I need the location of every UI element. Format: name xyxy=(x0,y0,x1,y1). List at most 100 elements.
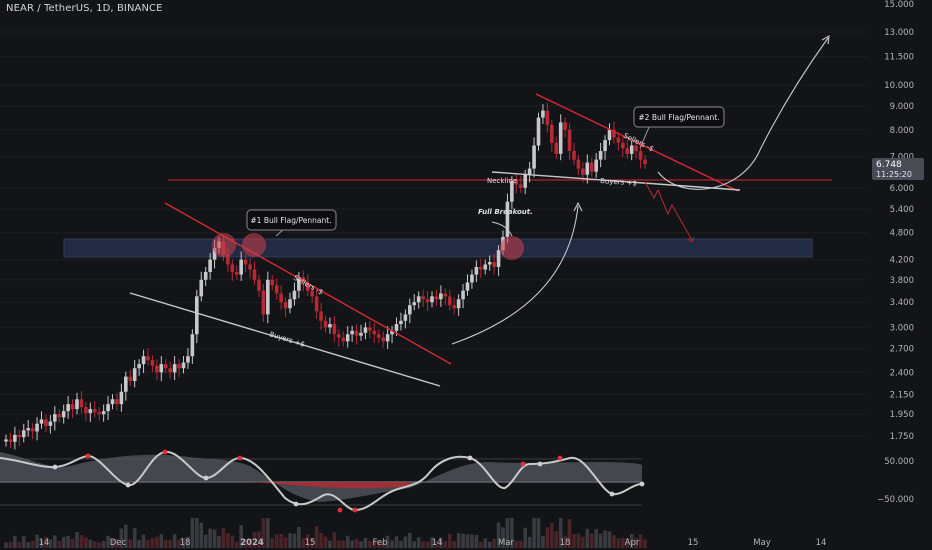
candle-body xyxy=(66,404,70,412)
candle-body xyxy=(376,334,381,338)
volume-bar xyxy=(168,539,172,548)
volume-bar xyxy=(634,537,638,548)
candle-body xyxy=(585,162,590,175)
volume-bar xyxy=(612,535,616,548)
volume-bar xyxy=(643,539,647,548)
price-tick-label: 7.000 xyxy=(890,153,914,163)
volume-bar xyxy=(30,540,35,548)
candle-body xyxy=(35,423,39,432)
volume-bar xyxy=(536,518,541,548)
candle-body xyxy=(345,334,350,342)
volume-bar xyxy=(390,540,394,548)
candle-body xyxy=(150,360,155,366)
volume-bar xyxy=(527,536,532,548)
volume-bar xyxy=(243,538,248,548)
candle-body xyxy=(443,293,448,297)
candles-layer xyxy=(4,102,647,450)
volume-bar xyxy=(523,527,527,548)
time-tick-label: Feb xyxy=(372,538,387,548)
volume-bar xyxy=(474,535,479,548)
candle-body xyxy=(106,404,110,412)
volume-bar xyxy=(554,531,559,548)
flag2-label: #2 Bull Flag/Pennant. xyxy=(638,113,719,122)
candle-body xyxy=(177,364,181,369)
candle-body xyxy=(75,399,79,410)
volume-bar xyxy=(385,535,390,548)
volume-bar xyxy=(416,537,421,548)
breakout-projection-curve xyxy=(451,205,579,345)
candle-body xyxy=(483,264,488,270)
volume-bar xyxy=(252,532,257,548)
volume-bar xyxy=(434,541,439,548)
volume-bar xyxy=(421,541,425,548)
candle-body xyxy=(252,269,257,280)
price-tick-label: 2.700 xyxy=(890,345,914,355)
volume-bar xyxy=(35,534,39,548)
candle-body xyxy=(612,129,616,138)
breakout-pointer-arrow xyxy=(491,221,513,237)
volume-bar xyxy=(190,518,195,548)
volume-bar xyxy=(341,540,346,548)
oscillator-dot-red xyxy=(520,461,526,467)
volume-bar xyxy=(234,541,239,548)
candle-body xyxy=(439,293,443,300)
volume-bar xyxy=(141,534,146,548)
oscillator-axis: 50.000 −50.000 xyxy=(877,457,914,505)
candle-body xyxy=(70,404,75,410)
candle-body xyxy=(124,376,128,392)
candle-body xyxy=(394,324,399,331)
price-tick-label: 15.000 xyxy=(884,0,914,10)
price-tick-label: 3.400 xyxy=(890,298,914,308)
volume-bar xyxy=(88,539,93,548)
volume-bar xyxy=(146,540,150,548)
volume-bar xyxy=(403,536,408,548)
volume-bar xyxy=(545,527,550,548)
time-tick-label: Apr xyxy=(625,538,640,548)
volume-bar xyxy=(230,535,235,548)
volume-bar xyxy=(354,538,359,548)
candle-body xyxy=(288,299,292,309)
candle-body xyxy=(550,124,554,143)
price-tick-label: 4.800 xyxy=(890,229,914,239)
target-projection-arrowhead xyxy=(821,34,830,45)
candle-body xyxy=(434,296,439,300)
candle-body xyxy=(190,334,195,357)
volume-bar xyxy=(430,537,434,548)
candle-body xyxy=(505,201,510,237)
candle-body xyxy=(337,334,341,338)
volume-bar xyxy=(4,542,8,548)
volume-bar xyxy=(226,532,230,548)
oscillator-dot-red xyxy=(352,507,358,513)
candle-body xyxy=(39,419,44,424)
candle-body xyxy=(447,296,452,306)
candle-body xyxy=(634,145,638,152)
volume-bar xyxy=(567,519,572,548)
candle-body xyxy=(532,145,536,169)
volume-bar xyxy=(57,541,62,548)
volume-bar xyxy=(97,542,101,548)
candle-body xyxy=(21,430,26,438)
candle-body xyxy=(616,137,621,143)
candle-body xyxy=(368,327,372,331)
candle-body xyxy=(181,362,186,369)
volume-bar xyxy=(598,533,603,548)
candle-body xyxy=(270,279,275,286)
candle-body xyxy=(141,356,146,365)
candle-body xyxy=(456,299,461,309)
candle-body xyxy=(319,311,323,321)
volume-bar xyxy=(248,538,252,548)
time-tick-label: 14 xyxy=(432,538,443,548)
time-axis: 14 Dec 18 2024 15 Feb 14 Mar 18 Apr 15 May 14 xyxy=(39,538,827,548)
candle-body xyxy=(292,290,297,300)
volume-bar xyxy=(514,540,519,548)
candle-body xyxy=(119,391,124,405)
candle-body xyxy=(92,409,97,413)
bearish-projection-arrowhead xyxy=(687,236,695,243)
volume-bar xyxy=(195,518,199,548)
candle-body xyxy=(576,159,581,169)
volume-bar xyxy=(328,540,332,548)
volume-bar xyxy=(332,532,337,548)
volume-bar xyxy=(350,540,354,548)
candle-body xyxy=(332,324,337,335)
